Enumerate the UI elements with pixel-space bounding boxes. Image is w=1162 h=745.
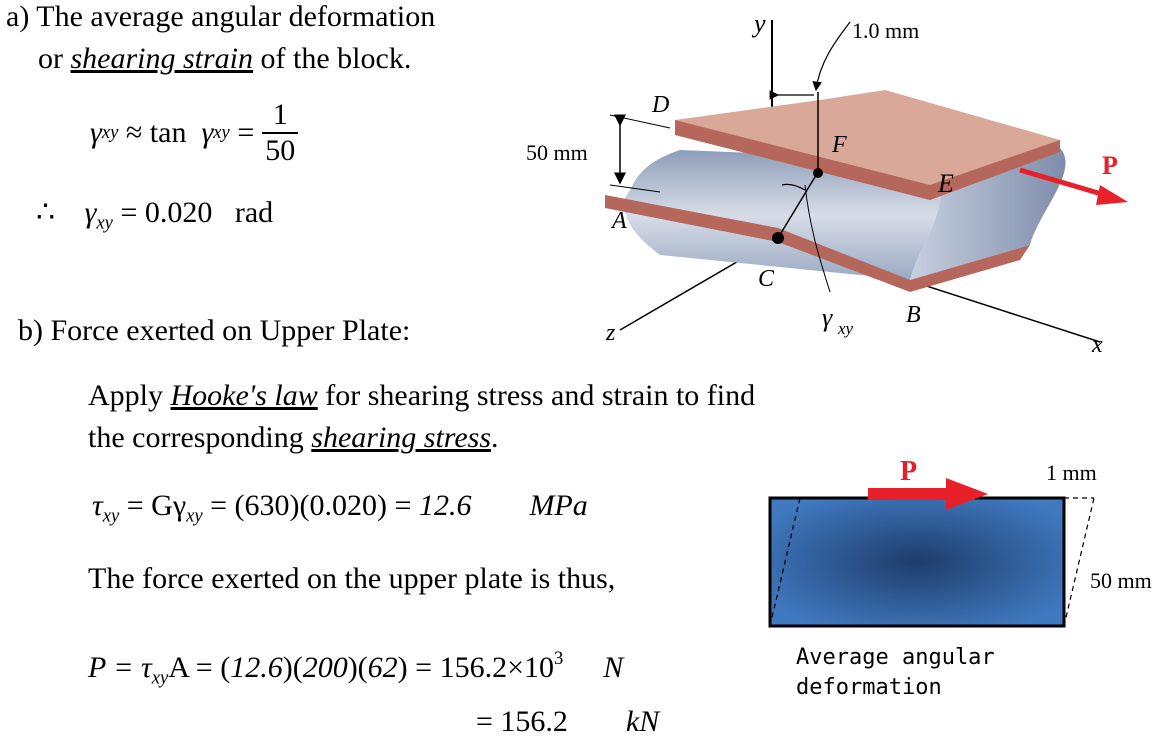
- label-y: y: [751, 9, 766, 38]
- subscript: xy: [186, 505, 203, 527]
- gamma-symbol: γ: [84, 196, 97, 229]
- tau-symbol: τ: [92, 489, 103, 522]
- stress-equation: τxy = Gγxy = (630)(0.020) = 12.6 MPa: [92, 491, 588, 526]
- subscript: xy: [213, 121, 230, 143]
- text-fragment: the corresponding: [88, 421, 312, 454]
- deformed-block: [768, 496, 1066, 628]
- label-a: A: [610, 208, 627, 234]
- force-value: ) = 156.2×10: [397, 651, 554, 685]
- gamma-symbol: γ: [201, 116, 214, 149]
- part-a-heading: a) The average angular deformation: [6, 0, 436, 33]
- caption-line-2: deformation: [796, 675, 942, 700]
- area-open: A = (: [168, 651, 231, 685]
- force-kn-unit: kN: [625, 705, 660, 738]
- therefore-symbol: ∴: [36, 196, 56, 229]
- label-p: P: [900, 456, 917, 487]
- fraction-denominator: 50: [262, 132, 299, 166]
- dim-pointer-1mm: [812, 21, 851, 92]
- fraction-numerator: 1: [272, 98, 288, 131]
- subscript: xy: [151, 667, 169, 689]
- part-b-heading: b) Force exerted on Upper Plate:: [18, 314, 411, 347]
- label-gamma: γ: [822, 303, 833, 332]
- force-arrow-shaft: [1019, 167, 1106, 198]
- label-z: z: [605, 320, 616, 346]
- shearing-stress-term: shearing stress: [311, 421, 492, 454]
- dim-label-50mm: 50 mm: [526, 140, 588, 165]
- force-equation-kn: = 156.2 kN: [476, 707, 659, 737]
- label-p: P: [1102, 151, 1118, 180]
- dim-label-1mm: 1.0 mm: [852, 18, 919, 43]
- point-c: [772, 232, 784, 244]
- stress-unit: MPa: [529, 489, 588, 522]
- stress-calc: = (630)(0.020) =: [202, 489, 419, 522]
- text-fragment: or: [38, 42, 71, 75]
- result-value: = 0.020 rad: [112, 196, 274, 229]
- force-arrow-head: [946, 478, 988, 510]
- equals: =: [229, 116, 255, 149]
- shearing-strain-term: shearing strain: [70, 42, 254, 75]
- label-c: C: [758, 266, 775, 292]
- text-fragment: for shearing stress and strain to find: [317, 379, 756, 412]
- length-factor: 200: [302, 651, 348, 685]
- equals-g-gamma: = Gγ: [119, 489, 187, 522]
- text-fragment: of the block.: [253, 42, 412, 75]
- shear-line: [777, 171, 819, 239]
- caption-line-1: Average angular: [796, 645, 995, 670]
- dashed-deformed-left: [769, 497, 801, 627]
- text-fragment: Apply: [88, 379, 171, 412]
- stress-factor: 12.6: [230, 651, 283, 685]
- top-plate: [675, 90, 1060, 200]
- angle-arc: [781, 183, 806, 191]
- strain-equation: γ xy ≈ tan γ xy = 1 50: [90, 98, 299, 166]
- text-fragment: .: [491, 421, 499, 454]
- dim-label-50mm: 50 mm: [1090, 568, 1152, 593]
- gamma-pointer: [804, 184, 831, 293]
- shear-block-figure: 50 mm 1.0 mm y x z D A C B E F P γ xy: [526, 9, 1128, 358]
- force-arrow-head: [1096, 185, 1128, 205]
- width-factor: 62: [367, 651, 398, 685]
- force-unit: N: [603, 651, 624, 685]
- label-e: E: [937, 169, 954, 198]
- strain-result: ∴ γxy = 0.020 rad: [36, 198, 273, 233]
- bottom-plate: [605, 195, 1030, 292]
- corresponding-sentence: the corresponding shearing stress.: [88, 423, 499, 453]
- hookes-law-term: Hooke's law: [170, 379, 318, 412]
- hooke-law-sentence: Apply Hooke's law for shearing stress an…: [88, 381, 755, 411]
- stress-value: 12.6: [418, 489, 472, 522]
- exponent: 3: [554, 648, 564, 669]
- dashed-deformed-right: [1063, 497, 1095, 627]
- label-d: D: [651, 92, 669, 118]
- angular-deformation-figure: P 1 mm 50 mm Average angular deformation: [768, 456, 1152, 700]
- force-equation: P = τxyA = (12.6)(200)(62) = 156.2×103 N: [88, 648, 624, 689]
- paren: )(: [347, 651, 368, 685]
- dim-label-1mm: 1 mm: [1046, 460, 1097, 485]
- paren: )(: [282, 651, 303, 685]
- subscript: xy: [96, 212, 113, 234]
- label-gamma-sub: xy: [837, 319, 854, 338]
- fraction: 1 50: [262, 98, 299, 166]
- part-a-subheading: or shearing strain of the block.: [38, 44, 411, 74]
- gamma-symbol: γ: [90, 116, 102, 149]
- subscript: xy: [102, 505, 120, 527]
- label-b: B: [906, 302, 921, 328]
- p-equals-tau: P = τ: [88, 651, 152, 685]
- label-f: F: [831, 132, 847, 158]
- subscript: xy: [101, 121, 119, 143]
- force-kn-value: = 156.2: [476, 705, 568, 738]
- label-x: x: [1091, 332, 1103, 358]
- approx-tan: ≈ tan: [118, 116, 202, 149]
- top-plate-edge: [675, 120, 1060, 200]
- force-sentence: The force exerted on the upper plate is …: [88, 562, 616, 595]
- point-f: [813, 168, 823, 178]
- dim-line: [609, 184, 661, 193]
